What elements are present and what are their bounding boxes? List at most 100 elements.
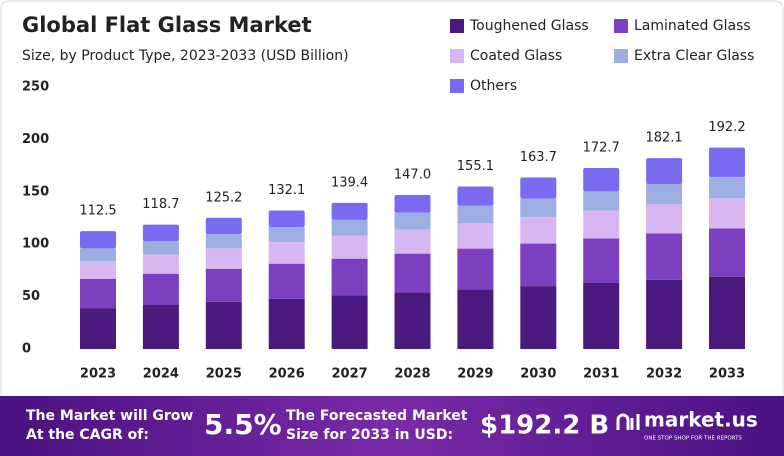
total-label: 172.7 bbox=[583, 141, 620, 156]
bar-segment bbox=[520, 286, 557, 349]
bar-segment bbox=[331, 295, 368, 349]
legend-label: Toughened Glass bbox=[469, 18, 589, 34]
bar-segment bbox=[583, 168, 620, 192]
bar-segment bbox=[142, 224, 179, 242]
bar-segment bbox=[457, 186, 494, 206]
footer-value: 5.5% bbox=[204, 408, 282, 441]
x-tick-label: 2025 bbox=[206, 367, 242, 382]
footer-text: Size for 2033 in USD: bbox=[286, 427, 453, 443]
bar-segment bbox=[268, 298, 305, 349]
bar-segment bbox=[646, 233, 683, 280]
bar-segment bbox=[583, 210, 620, 239]
bar-segment bbox=[709, 228, 745, 277]
x-tick-label: 2031 bbox=[583, 367, 619, 382]
brand-logo bbox=[616, 413, 640, 430]
bar-segment bbox=[331, 219, 368, 236]
legend-swatch bbox=[614, 19, 628, 33]
bar-segment bbox=[268, 227, 305, 243]
bar-segment bbox=[394, 194, 431, 213]
bar-segment bbox=[709, 276, 745, 349]
x-tick-label: 2026 bbox=[269, 367, 305, 382]
bar-segment bbox=[268, 263, 305, 299]
bar-segment bbox=[394, 212, 431, 230]
x-tick-label: 2030 bbox=[520, 367, 556, 382]
bar-segment bbox=[268, 210, 305, 228]
legend-label: Extra Clear Glass bbox=[634, 48, 754, 64]
y-tick-label: 250 bbox=[22, 80, 49, 95]
bar-segment bbox=[80, 231, 116, 249]
bar-segment bbox=[646, 158, 683, 185]
bar-segment bbox=[646, 279, 683, 349]
y-tick-label: 50 bbox=[22, 289, 40, 304]
bar-segment bbox=[268, 242, 305, 264]
bar-segment bbox=[80, 278, 116, 309]
y-tick-label: 200 bbox=[22, 132, 49, 147]
x-tick-label: 2028 bbox=[394, 367, 430, 382]
footer-text: The Forecasted Market bbox=[286, 408, 468, 424]
bar-segment bbox=[457, 223, 494, 249]
bar-segment bbox=[583, 191, 620, 211]
bar-segment bbox=[457, 289, 494, 349]
bar-segment bbox=[583, 282, 620, 349]
total-label: 112.5 bbox=[79, 204, 116, 219]
bar-segment bbox=[520, 198, 557, 217]
bar-segment bbox=[646, 184, 683, 205]
bar-segment bbox=[205, 217, 242, 235]
total-label: 118.7 bbox=[142, 197, 179, 212]
bar-segment bbox=[709, 198, 745, 229]
bar-segment bbox=[142, 273, 179, 305]
total-label: 163.7 bbox=[520, 150, 557, 165]
bar-segment bbox=[520, 243, 557, 287]
bar-segment bbox=[520, 216, 557, 244]
brand: market.us bbox=[644, 408, 758, 432]
bar-segment bbox=[709, 147, 745, 178]
footer-text: At the CAGR of: bbox=[26, 427, 149, 443]
x-tick-label: 2023 bbox=[80, 367, 116, 382]
legend-swatch bbox=[450, 79, 464, 93]
total-label: 125.2 bbox=[205, 190, 242, 205]
bar-segment bbox=[205, 301, 242, 349]
bar-segment bbox=[331, 202, 368, 220]
total-label: 147.0 bbox=[394, 167, 431, 182]
legend-swatch bbox=[450, 19, 464, 33]
brand-tagline: ONE STOP SHOP FOR THE REPORTS bbox=[644, 436, 742, 442]
legend-swatch bbox=[614, 49, 628, 63]
legend-label: Others bbox=[470, 78, 517, 94]
bar-segment bbox=[457, 205, 494, 224]
y-tick-label: 100 bbox=[22, 237, 49, 252]
legend-label: Coated Glass bbox=[470, 48, 562, 64]
bar-segment bbox=[142, 241, 179, 255]
bar-segment bbox=[142, 254, 179, 274]
bar-segment bbox=[394, 292, 431, 349]
bar-segment bbox=[142, 304, 179, 349]
bar-segment bbox=[205, 248, 242, 269]
x-tick-label: 2032 bbox=[646, 367, 682, 382]
y-tick-label: 150 bbox=[22, 184, 49, 199]
bar-segment bbox=[520, 177, 557, 199]
y-tick-label: 0 bbox=[22, 342, 31, 357]
x-tick-label: 2024 bbox=[143, 367, 179, 382]
x-tick-label: 2027 bbox=[332, 367, 368, 382]
footer-value: $192.2 B bbox=[480, 411, 609, 441]
legend-swatch bbox=[450, 49, 464, 63]
bar-segment bbox=[331, 235, 368, 259]
total-label: 155.1 bbox=[457, 159, 494, 174]
total-label: 139.4 bbox=[331, 175, 368, 190]
bar-segment bbox=[646, 204, 683, 234]
total-label: 192.2 bbox=[708, 120, 745, 135]
bar-segment bbox=[80, 308, 116, 349]
footer-text: The Market will Grow bbox=[26, 408, 193, 424]
bar-segment bbox=[331, 258, 368, 296]
x-tick-label: 2033 bbox=[709, 367, 745, 382]
x-tick-label: 2029 bbox=[457, 367, 493, 382]
bar-segment bbox=[394, 229, 431, 254]
chart-title: Global Flat Glass Market bbox=[22, 13, 312, 37]
footer-banner bbox=[0, 396, 784, 456]
bar-segment bbox=[80, 248, 116, 261]
bar-segment bbox=[80, 260, 116, 279]
bar-segment bbox=[457, 248, 494, 290]
chart-subtitle: Size, by Product Type, 2023-2033 (USD Bi… bbox=[22, 48, 349, 64]
total-label: 182.1 bbox=[645, 131, 682, 146]
legend-label: Laminated Glass bbox=[634, 18, 751, 34]
